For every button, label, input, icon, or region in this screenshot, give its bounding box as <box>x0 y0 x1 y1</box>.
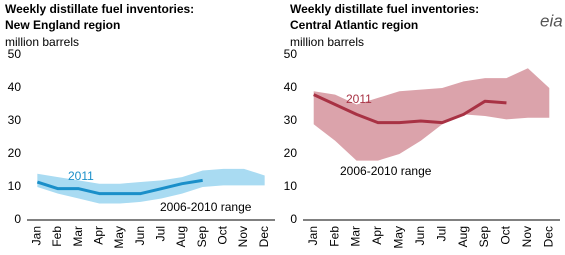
range-band <box>313 68 550 161</box>
y-axis-label: million barrels <box>5 35 79 49</box>
x-tick-label: Nov <box>520 226 534 247</box>
x-tick-label: Feb <box>327 226 341 247</box>
x-tick-label: Jan <box>30 226 44 245</box>
x-tick-label: Oct <box>216 225 230 244</box>
range-band <box>37 168 265 204</box>
series-label: 2011 <box>346 92 372 106</box>
y-tick-label: 40 <box>284 80 298 94</box>
y-tick-label: 20 <box>284 146 298 160</box>
range-label: 2006-2010 range <box>340 164 432 178</box>
chart-title: Weekly distillate fuel inventories: <box>5 2 194 16</box>
x-tick-label: Aug <box>174 226 188 247</box>
x-tick-label: Dec <box>257 226 271 247</box>
x-tick-label: May <box>112 226 126 249</box>
series-label: 2011 <box>68 169 94 183</box>
y-tick-label: 50 <box>284 47 298 61</box>
y-tick-label: 0 <box>290 212 297 226</box>
y-tick-label: 0 <box>14 212 21 226</box>
chart-subtitle: Central Atlantic region <box>290 18 418 32</box>
y-axis-label: million barrels <box>290 35 364 49</box>
y-tick-label: 40 <box>8 80 22 94</box>
x-tick-label: Jul <box>154 226 168 241</box>
x-tick-label: Jun <box>413 226 427 245</box>
x-tick-label: Jan <box>306 226 320 245</box>
x-tick-label: Oct <box>499 225 513 244</box>
x-tick-label: Sep <box>477 226 491 248</box>
chart-title: Weekly distillate fuel inventories: <box>290 2 479 16</box>
series-line <box>313 93 507 125</box>
x-tick-label: Aug <box>456 226 470 247</box>
y-tick-label: 10 <box>8 179 22 193</box>
range-label: 2006-2010 range <box>160 200 252 214</box>
y-tick-label: 10 <box>284 179 298 193</box>
y-tick-label: 50 <box>8 47 22 61</box>
logo: eia <box>540 11 563 30</box>
x-tick-label: Apr <box>370 226 384 245</box>
x-tick-label: May <box>392 226 406 249</box>
chart-subtitle: New England region <box>5 18 120 32</box>
x-tick-label: Dec <box>541 226 555 247</box>
y-tick-label: 20 <box>8 146 22 160</box>
y-tick-label: 30 <box>8 113 22 127</box>
x-tick-label: Mar <box>349 226 363 247</box>
x-tick-label: Jun <box>133 226 147 245</box>
x-tick-label: Sep <box>195 226 209 248</box>
series-line <box>36 178 203 196</box>
x-tick-label: Apr <box>92 226 106 245</box>
x-tick-label: Feb <box>50 226 64 247</box>
x-tick-label: Jul <box>434 226 448 241</box>
y-tick-label: 30 <box>284 113 298 127</box>
x-tick-label: Nov <box>236 226 250 247</box>
x-tick-label: Mar <box>71 226 85 247</box>
